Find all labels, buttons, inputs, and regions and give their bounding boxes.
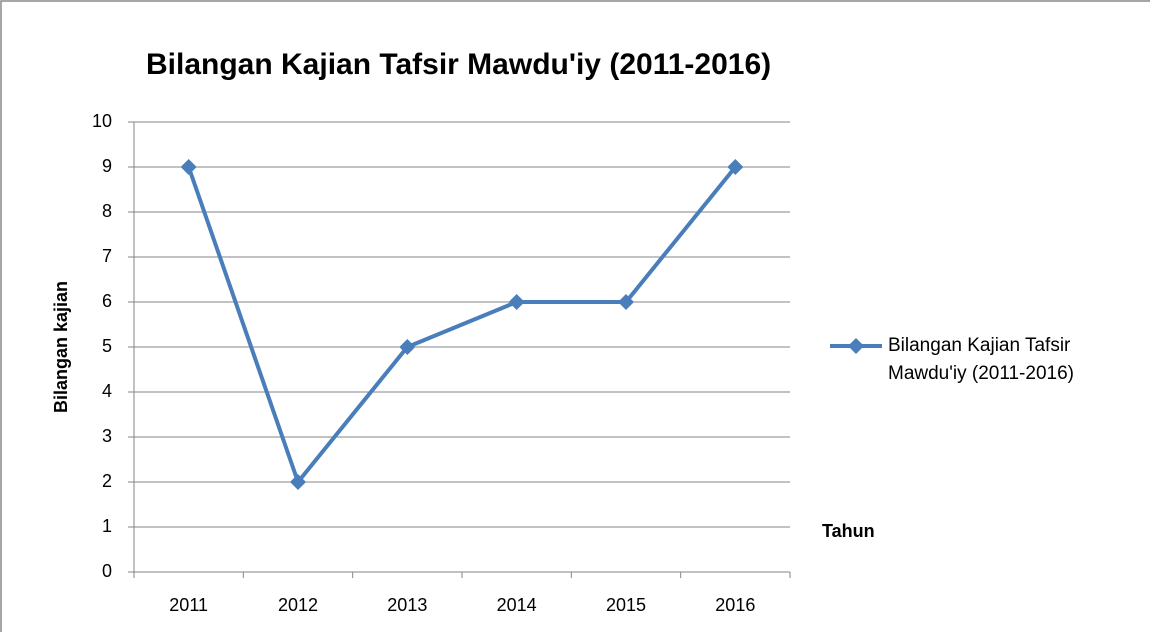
data-point: [618, 294, 634, 310]
y-axis-label: Bilangan kajian: [51, 281, 71, 413]
data-point: [290, 474, 306, 490]
y-tick-label: 4: [102, 381, 112, 401]
y-tick-label: 0: [102, 561, 112, 581]
x-tick-label: 2014: [497, 595, 537, 615]
y-tick-label: 2: [102, 471, 112, 491]
x-axis-label: Tahun: [822, 521, 875, 541]
chart-title: Bilangan Kajian Tafsir Mawdu'iy (2011-20…: [146, 48, 771, 81]
x-tick-label: 2012: [278, 595, 318, 615]
y-tick-label: 8: [102, 201, 112, 221]
y-tick-label: 6: [102, 291, 112, 311]
data-point: [727, 159, 744, 175]
data-point: [180, 159, 197, 175]
data-point: [399, 339, 416, 355]
x-tick-label: 2015: [606, 595, 646, 615]
x-tick-label: 2011: [169, 595, 208, 615]
y-tick-label: 1: [102, 516, 112, 536]
series-line: [186, 165, 737, 484]
x-tick-label: 2013: [387, 595, 427, 615]
x-tick-label: 2016: [715, 595, 755, 615]
y-tick-label: 9: [102, 156, 112, 176]
legend-label: Bilangan Kajian Tafsir Mawdu'iy (2011-20…: [888, 335, 1074, 384]
y-tick-label: 3: [102, 426, 112, 446]
y-tick-label: 10: [92, 111, 112, 131]
y-tick-label: 5: [102, 336, 112, 356]
y-tick-label: 7: [102, 246, 112, 266]
legend-marker: [848, 338, 864, 354]
data-point: [508, 294, 525, 310]
